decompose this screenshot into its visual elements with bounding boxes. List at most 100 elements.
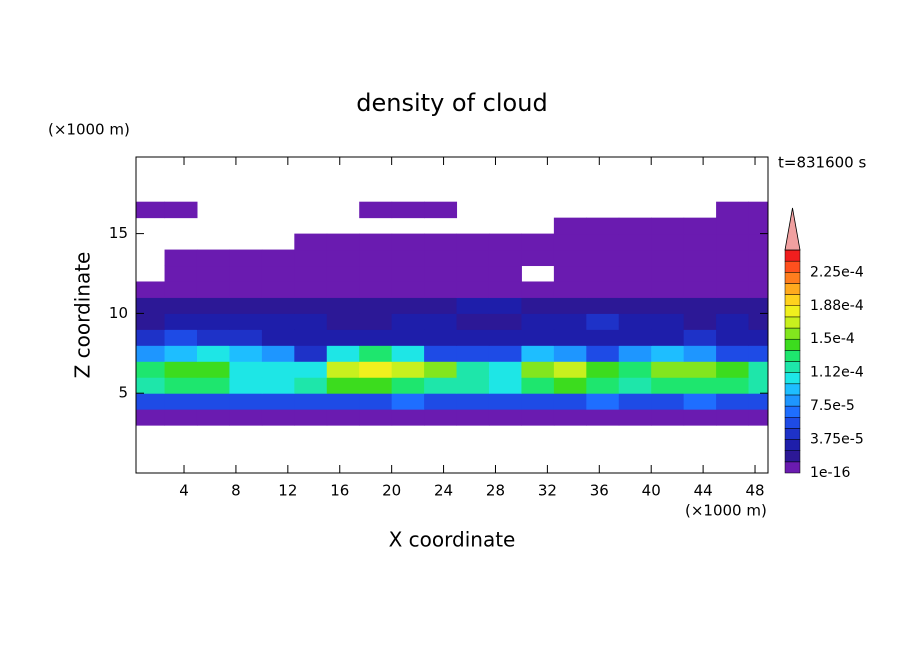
contour-cell <box>359 265 393 282</box>
contour-cell <box>391 281 425 298</box>
contour-cell <box>164 265 198 282</box>
contour-cell <box>586 345 620 362</box>
colorbar-tick-label: 1.5e-4 <box>810 331 855 347</box>
contour-cell <box>229 249 263 267</box>
contour-cell <box>683 281 717 298</box>
contour-cell <box>196 329 230 346</box>
contour-cell <box>359 329 393 346</box>
contour-cell <box>651 233 685 251</box>
contour-cell <box>326 377 360 394</box>
contour-cell <box>748 201 768 219</box>
contour-cell <box>683 217 717 235</box>
contour-cell <box>294 361 328 378</box>
contour-cell <box>326 361 360 378</box>
contour-field <box>136 201 768 426</box>
contour-cell <box>748 233 768 251</box>
contour-cell <box>294 233 328 251</box>
colorbar-band <box>784 260 801 273</box>
contour-cell <box>196 393 230 410</box>
contour-cell <box>586 265 620 282</box>
colorbar-tick-label: 2.25e-4 <box>810 264 864 280</box>
contour-cell <box>521 377 555 394</box>
contour-cell <box>229 265 263 282</box>
colorbar-tick-label: 7.5e-5 <box>810 398 855 414</box>
contour-cell <box>651 297 685 314</box>
x-tick-label: 16 <box>330 482 349 500</box>
contour-cell <box>164 281 198 298</box>
contour-cell <box>261 297 295 314</box>
y-axis-label: Z coordinate <box>71 252 95 379</box>
contour-cell <box>521 409 555 426</box>
contour-cell <box>391 345 425 362</box>
contour-cell <box>553 297 587 314</box>
contour-cell <box>294 313 328 330</box>
contour-cell <box>748 313 768 330</box>
contour-cell <box>136 297 166 314</box>
contour-cell <box>521 393 555 410</box>
contour-cell <box>229 297 263 314</box>
contour-cell <box>359 345 393 362</box>
contour-cell <box>553 377 587 394</box>
contour-cell <box>521 345 555 362</box>
colorbar-band <box>784 316 801 329</box>
x-tick-label: 28 <box>486 482 505 500</box>
colorbar-band <box>784 383 801 396</box>
contour-cell <box>586 409 620 426</box>
contour-cell <box>164 249 198 267</box>
contour-cell <box>586 233 620 251</box>
contour-cell <box>294 409 328 426</box>
contour-cell <box>359 361 393 378</box>
contour-cell <box>618 329 652 346</box>
chart-title: density of cloud <box>356 89 547 117</box>
contour-cell <box>748 409 768 426</box>
contour-cell <box>229 409 263 426</box>
contour-cell <box>488 233 522 251</box>
contour-cell <box>553 265 587 282</box>
x-tick-label: 44 <box>694 482 713 500</box>
contour-cell <box>553 345 587 362</box>
contour-cell <box>294 329 328 346</box>
contour-cell <box>456 313 490 330</box>
contour-cell <box>229 393 263 410</box>
contour-cell <box>136 361 166 378</box>
colorbar-tick-label: 1e-16 <box>810 465 850 481</box>
contour-cell <box>136 329 166 346</box>
contour-cell <box>586 281 620 298</box>
contour-cell <box>683 297 717 314</box>
contour-cell <box>136 377 166 394</box>
contour-cell <box>618 217 652 235</box>
contour-cell <box>716 377 750 394</box>
contour-cell <box>488 409 522 426</box>
contour-cell <box>618 281 652 298</box>
contour-cell <box>716 409 750 426</box>
contour-cell <box>683 377 717 394</box>
contour-cell <box>164 345 198 362</box>
contour-cell <box>391 265 425 282</box>
y-tick-label: 5 <box>118 384 128 402</box>
contour-cell <box>359 313 393 330</box>
contour-cell <box>586 329 620 346</box>
contour-cell <box>521 313 555 330</box>
x-tick-label: 32 <box>538 482 557 500</box>
contour-cell <box>651 409 685 426</box>
contour-cell <box>488 345 522 362</box>
contour-cell <box>424 281 458 298</box>
contour-cell <box>683 409 717 426</box>
contour-cell <box>391 377 425 394</box>
contour-cell <box>326 409 360 426</box>
contour-cell <box>683 393 717 410</box>
colorbar-tick-label: 1.88e-4 <box>810 298 864 314</box>
contour-cell <box>261 377 295 394</box>
colorbar-band <box>784 450 801 463</box>
contour-cell <box>521 281 555 298</box>
colorbar-band <box>784 394 801 407</box>
colorbar-band <box>784 417 801 429</box>
contour-cell <box>488 297 522 314</box>
contour-cell <box>521 297 555 314</box>
contour-cell <box>716 297 750 314</box>
contour-cell <box>748 377 768 394</box>
contour-cell <box>748 345 768 362</box>
contour-cell <box>424 249 458 267</box>
contour-cell <box>424 233 458 251</box>
contour-cell <box>391 201 425 219</box>
